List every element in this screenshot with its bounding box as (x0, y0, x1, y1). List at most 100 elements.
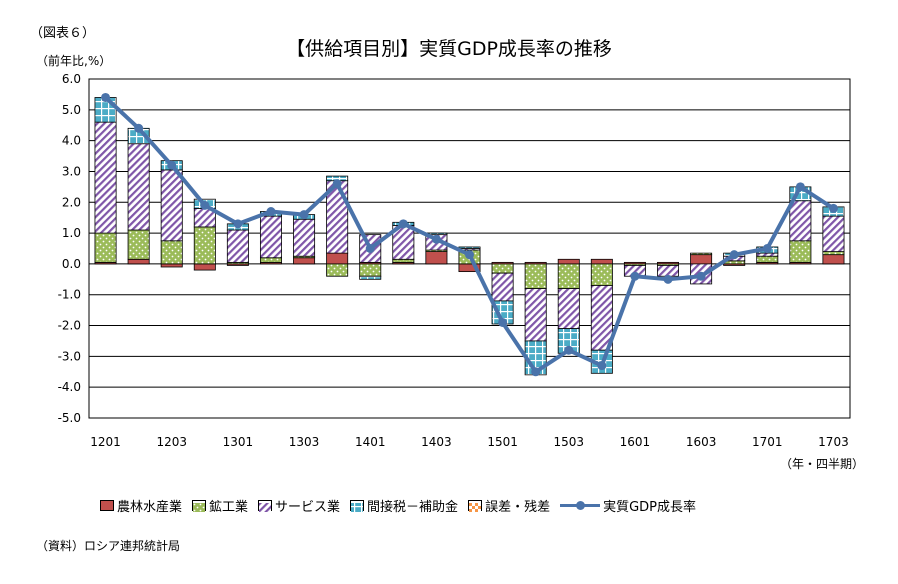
bar-segment-1-1501 (491, 263, 514, 274)
legend-swatch-residual (468, 500, 483, 512)
gdp-point-1603 (696, 271, 706, 281)
x-tick-label: 1201 (90, 435, 121, 449)
gdp-point-1302 (266, 207, 276, 217)
bar-segment-0-1504 (590, 258, 613, 265)
bar-segment-1-1701 (756, 255, 779, 263)
gdp-point-1403 (431, 234, 441, 244)
gdp-point-1204 (200, 200, 210, 210)
x-tick-label: 1401 (355, 435, 386, 449)
gdp-point-1601 (630, 271, 640, 281)
gdp-point-1702 (795, 182, 805, 192)
legend-swatch-services (258, 500, 273, 512)
y-tick-label: -5.0 (58, 411, 81, 425)
y-tick-label: -2.0 (58, 319, 81, 333)
legend-swatch-agriculture (100, 500, 114, 511)
bar-segment-1-1304 (326, 263, 349, 277)
gdp-point-1501 (498, 317, 508, 327)
x-tick-label: 1503 (553, 435, 584, 449)
bar-segment-0-1203 (160, 263, 183, 268)
chart-title: 【供給項目別】実質GDP成長率の推移 (286, 38, 612, 60)
y-tick-label: -3.0 (58, 349, 81, 363)
bar-segment-2-1602 (657, 265, 680, 277)
bar-segment-1-1502 (524, 263, 547, 289)
bar-segment-1-1702 (789, 240, 812, 263)
bar-segment-1-1201 (94, 232, 117, 263)
legend-item-taxes: 間接税－補助金 (350, 496, 458, 515)
gdp-point-1701 (762, 244, 772, 253)
source-note: （資料）ロシア連邦統計局 (36, 539, 181, 553)
gdp-point-1404 (465, 250, 474, 260)
legend-item-mining: 鉱工業 (192, 496, 248, 515)
legend-label-gdp: 実質GDP成長率 (603, 500, 697, 515)
gdp-point-1602 (663, 274, 673, 284)
gdp-point-1303 (299, 210, 309, 220)
bar-segment-2-1302 (259, 215, 282, 259)
bar-segment-1-1202 (127, 229, 150, 260)
bar-segment-1-1204 (193, 226, 216, 265)
legend-swatch-taxes (350, 500, 365, 512)
bar-segment-3-1401 (359, 275, 382, 280)
bar-segment-2-1202 (127, 143, 150, 231)
bar-segment-0-1503 (557, 258, 580, 265)
gdp-point-1203 (167, 160, 177, 170)
gdp-point-1703 (828, 203, 838, 213)
y-tick-label: 6.0 (62, 72, 81, 86)
bar-segment-0-1603 (690, 254, 713, 265)
legend: 農林水産業 鉱工業 サービス業 間接税－補助金 誤差・残差 実質GDP成長率 (100, 496, 696, 515)
bar-segment-2-1501 (491, 272, 514, 302)
gdp-point-1402 (398, 219, 408, 229)
legend-item-services: サービス業 (258, 496, 340, 515)
bar-segment-1-1503 (557, 263, 580, 289)
bar-segment-2-1203 (160, 169, 183, 242)
legend-item-agriculture: 農林水産業 (100, 496, 182, 515)
y-tick-label: -1.0 (58, 288, 81, 302)
x-tick-label: 1701 (752, 435, 783, 449)
gdp-point-1401 (365, 244, 375, 253)
x-tick-label: 1703 (818, 435, 849, 449)
gdp-point-1504 (597, 361, 607, 371)
bar-segment-0-1303 (293, 257, 316, 265)
legend-label-mining: 鉱工業 (209, 500, 249, 515)
bar-segment-0-1204 (193, 263, 216, 271)
gdp-point-1201 (101, 92, 111, 102)
gdp-point-1503 (564, 345, 574, 355)
bar-segment-1-1203 (160, 240, 183, 265)
y-tick-label: 4.0 (62, 134, 81, 148)
x-tick-label: 1501 (487, 435, 518, 449)
gdp-point-1301 (233, 219, 243, 229)
gdp-point-1202 (134, 123, 144, 133)
period-note: （年・四半期） (779, 457, 864, 471)
bar-segment-1-1302 (259, 257, 282, 263)
y-tick-label: 1.0 (62, 226, 81, 240)
legend-item-gdp: 実質GDP成長率 (560, 496, 696, 515)
bar-segment-3-1404 (458, 246, 481, 249)
y-tick-label: -4.0 (58, 380, 81, 394)
bar-segment-0-1202 (127, 258, 150, 265)
x-tick-label: 1301 (223, 435, 254, 449)
bar-segment-2-1701 (756, 252, 779, 257)
x-tick-label: 1603 (686, 435, 717, 449)
legend-label-agriculture: 農林水産業 (117, 500, 183, 515)
axis-labels: 6.0 5.0 4.0 3.0 2.0 1.0 0.0 -1.0 -2.0 -3.0 -4.0 -5.… (58, 72, 849, 449)
gdp-point-1604 (729, 250, 739, 260)
bar-segment-1-1402 (392, 258, 415, 263)
figure-label: （図表６） (30, 26, 96, 41)
legend-label-services: サービス業 (275, 500, 341, 515)
x-tick-label: 1203 (156, 435, 187, 449)
y-tick-label: 0.0 (62, 257, 81, 271)
bar-group (94, 97, 845, 376)
bar-segment-0-1304 (326, 252, 349, 265)
gdp-point-1304 (332, 179, 342, 189)
grid-lines (88, 78, 851, 419)
bar-segment-2-1303 (293, 218, 316, 257)
legend-label-taxes: 間接税－補助金 (367, 500, 459, 515)
bar-segment-1-1504 (590, 263, 613, 286)
y-tick-label: 3.0 (62, 164, 81, 178)
x-tick-label: 1303 (289, 435, 320, 449)
gdp-point-1502 (531, 367, 541, 377)
bar-segment-0-1703 (822, 254, 845, 265)
legend-swatch-mining (192, 500, 207, 512)
bar-segment-1-1703 (822, 251, 845, 256)
bar-segment-0-1403 (425, 251, 448, 265)
